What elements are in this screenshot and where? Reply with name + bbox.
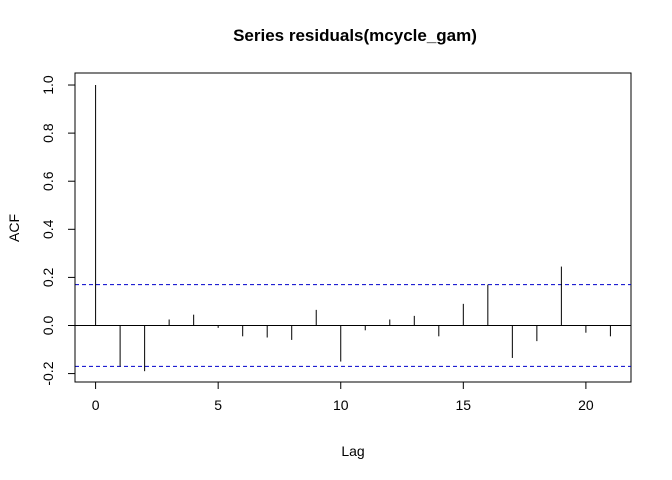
y-tick-label: 0.6 (40, 171, 56, 191)
y-tick-label: 0.0 (40, 316, 56, 336)
y-tick-label: 0.8 (40, 123, 56, 143)
y-axis: -0.2 0.0 0.2 0.4 0.6 0.8 1.0 (40, 75, 76, 386)
x-tick-label: 20 (578, 397, 594, 413)
y-tick-label: 0.2 (40, 267, 56, 287)
y-tick-label: -0.2 (40, 361, 56, 385)
x-axis-label: Lag (341, 443, 364, 459)
y-tick-label: 0.4 (40, 219, 56, 239)
x-tick-label: 5 (214, 397, 222, 413)
x-tick-label: 0 (92, 397, 100, 413)
x-axis: 0 5 10 15 20 (92, 381, 594, 413)
y-axis-label: ACF (6, 214, 22, 242)
x-tick-label: 15 (456, 397, 472, 413)
y-tick-label: 1.0 (40, 75, 56, 95)
x-tick-label: 10 (333, 397, 349, 413)
chart-title: Series residuals(mcycle_gam) (233, 26, 477, 45)
plot-frame (74, 72, 632, 383)
acf-bars (95, 85, 611, 372)
confidence-bounds (75, 284, 631, 367)
